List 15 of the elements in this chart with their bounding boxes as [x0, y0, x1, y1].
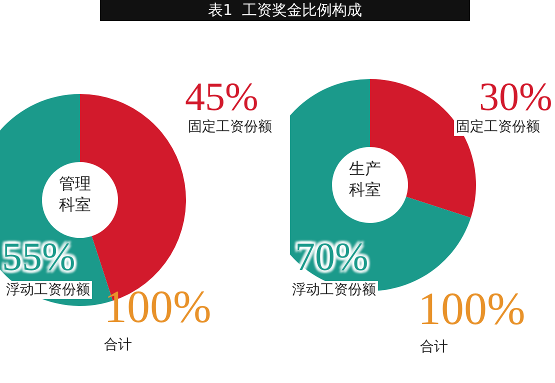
text: 100% [418, 283, 526, 334]
text: 合计 [104, 336, 132, 354]
chart-title: 表1 工资奖金比例构成 [100, 0, 470, 21]
text: 管理科室 [58, 173, 92, 215]
data-label: 30% [479, 74, 552, 119]
slice-label: 固定工资份额 [186, 118, 274, 136]
text: 生产科室 [348, 158, 382, 200]
slice-label: 固定工资份额 [454, 118, 542, 136]
data-label: 70% [295, 234, 368, 279]
slice-label: 浮动工资份额 [4, 281, 92, 299]
slice-label: 浮动工资份额 [290, 281, 378, 299]
text: 100% [104, 281, 212, 332]
data-label: 55% [2, 234, 76, 279]
data-label: 45% [185, 74, 258, 119]
text: 合计 [420, 338, 448, 356]
